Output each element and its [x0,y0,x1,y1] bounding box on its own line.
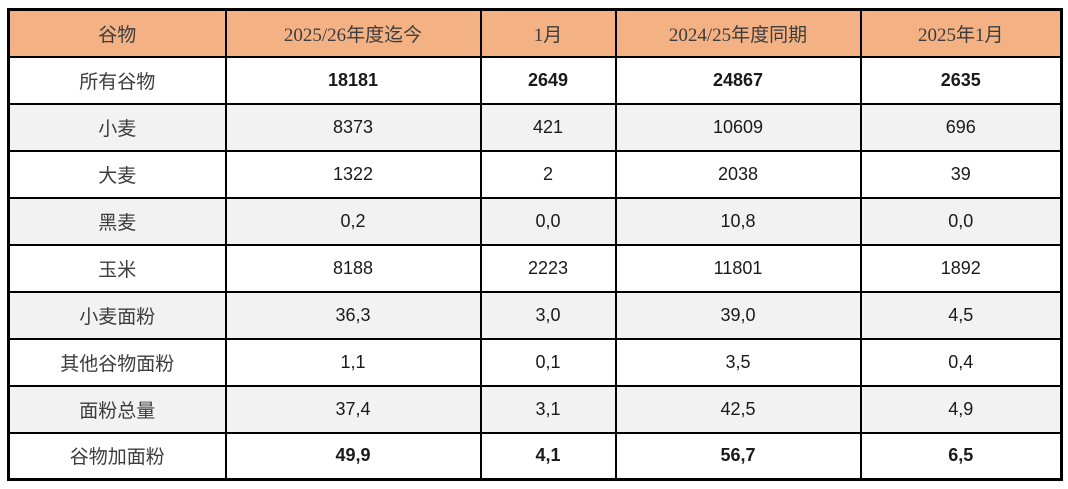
column-header: 谷物 [7,8,227,58]
row-label: 谷物加面粉 [7,431,227,481]
value-cell: 42,5 [614,384,862,434]
row-label: 玉米 [7,243,227,293]
value-cell: 2635 [859,55,1063,105]
column-header: 2025年1月 [859,8,1063,58]
value-cell: 4,5 [859,290,1063,340]
value-cell: 4,1 [479,431,617,481]
value-cell: 4,9 [859,384,1063,434]
value-cell: 2223 [479,243,617,293]
value-cell: 2038 [614,149,862,199]
grain-statistics-table: 谷物 2025/26年度迄今 1月 2024/25年度同期 2025年1月 所有谷物 18… [7,8,1063,481]
value-cell: 0,1 [479,337,617,387]
row-label: 小麦面粉 [7,290,227,340]
value-cell: 10,8 [614,196,862,246]
row-label: 黑麦 [7,196,227,246]
value-cell: 1,1 [224,337,482,387]
value-cell: 6,5 [859,431,1063,481]
row-label: 所有谷物 [7,55,227,105]
column-header: 2024/25年度同期 [614,8,862,58]
table-row: 面粉总量 37,4 3,1 42,5 4,9 [7,384,1063,434]
header-row: 谷物 2025/26年度迄今 1月 2024/25年度同期 2025年1月 [7,8,1063,58]
data-table: 谷物 2025/26年度迄今 1月 2024/25年度同期 2025年1月 所有谷物 18… [7,8,1063,481]
table-row: 谷物加面粉 49,9 4,1 56,7 6,5 [7,431,1063,481]
value-cell: 37,4 [224,384,482,434]
value-cell: 8373 [224,102,482,152]
value-cell: 2 [479,149,617,199]
value-cell: 0,2 [224,196,482,246]
row-label: 小麦 [7,102,227,152]
value-cell: 1322 [224,149,482,199]
value-cell: 36,3 [224,290,482,340]
value-cell: 696 [859,102,1063,152]
table-row: 玉米 8188 2223 11801 1892 [7,243,1063,293]
value-cell: 3,5 [614,337,862,387]
table-row: 小麦 8373 421 10609 696 [7,102,1063,152]
value-cell: 49,9 [224,431,482,481]
value-cell: 1892 [859,243,1063,293]
value-cell: 3,0 [479,290,617,340]
table-row: 所有谷物 18181 2649 24867 2635 [7,55,1063,105]
value-cell: 10609 [614,102,862,152]
table-row: 其他谷物面粉 1,1 0,1 3,5 0,4 [7,337,1063,387]
row-label: 大麦 [7,149,227,199]
row-label: 面粉总量 [7,384,227,434]
value-cell: 24867 [614,55,862,105]
value-cell: 39 [859,149,1063,199]
value-cell: 0,0 [479,196,617,246]
value-cell: 11801 [614,243,862,293]
value-cell: 421 [479,102,617,152]
value-cell: 2649 [479,55,617,105]
value-cell: 39,0 [614,290,862,340]
value-cell: 3,1 [479,384,617,434]
table-row: 小麦面粉 36,3 3,0 39,0 4,5 [7,290,1063,340]
column-header: 1月 [479,8,617,58]
value-cell: 56,7 [614,431,862,481]
value-cell: 8188 [224,243,482,293]
column-header: 2025/26年度迄今 [224,8,482,58]
table-row: 黑麦 0,2 0,0 10,8 0,0 [7,196,1063,246]
value-cell: 18181 [224,55,482,105]
table-row: 大麦 1322 2 2038 39 [7,149,1063,199]
value-cell: 0,4 [859,337,1063,387]
value-cell: 0,0 [859,196,1063,246]
row-label: 其他谷物面粉 [7,337,227,387]
